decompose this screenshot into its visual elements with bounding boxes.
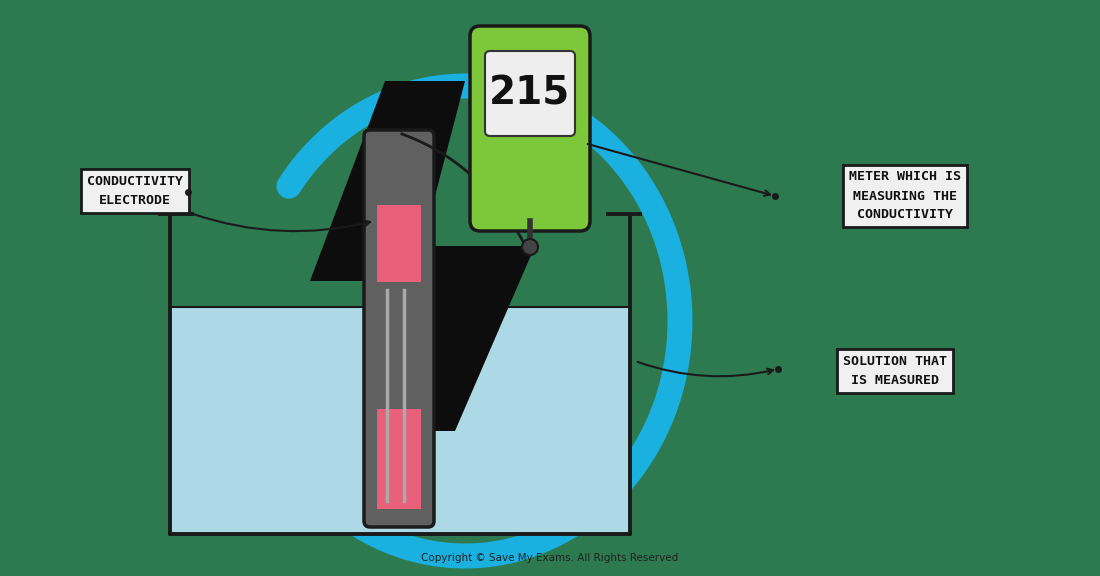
Text: METER WHICH IS
MEASURING THE
CONDUCTIVITY: METER WHICH IS MEASURING THE CONDUCTIVIT… <box>849 170 961 222</box>
Text: SOLUTION THAT
IS MEASURED: SOLUTION THAT IS MEASURED <box>843 355 947 387</box>
Bar <box>170 307 630 534</box>
FancyBboxPatch shape <box>485 51 575 136</box>
Circle shape <box>522 239 538 255</box>
Polygon shape <box>310 81 535 431</box>
Bar <box>377 409 421 509</box>
FancyBboxPatch shape <box>470 26 590 231</box>
Text: Copyright © Save My Exams. All Rights Reserved: Copyright © Save My Exams. All Rights Re… <box>421 553 679 563</box>
Text: 215: 215 <box>490 74 571 112</box>
Text: CONDUCTIVITY
ELECTRODE: CONDUCTIVITY ELECTRODE <box>87 175 183 207</box>
Bar <box>377 205 421 282</box>
FancyBboxPatch shape <box>364 130 434 527</box>
